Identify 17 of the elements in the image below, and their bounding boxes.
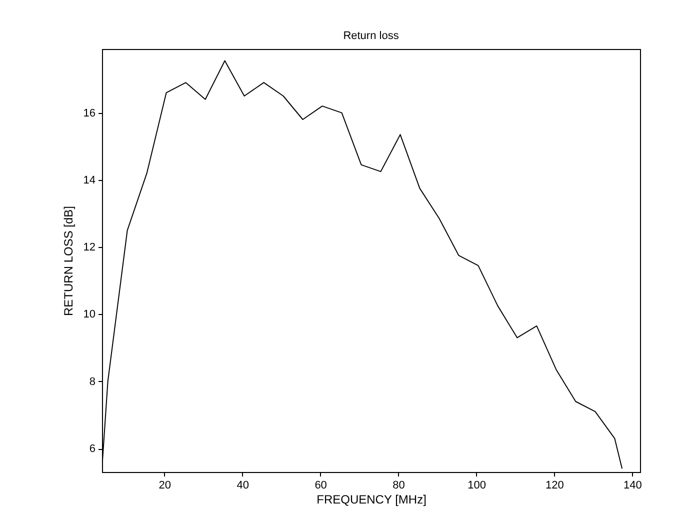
y-tick-label: 12 xyxy=(83,242,96,254)
line-series xyxy=(102,60,623,470)
x-tick-label: 120 xyxy=(546,480,564,492)
y-tick-label: 16 xyxy=(83,107,96,120)
y-tick-label: 8 xyxy=(89,376,96,388)
x-axis-title: FREQUENCY [MHz] xyxy=(316,492,426,506)
x-tick-label: 100 xyxy=(468,480,486,492)
y-tick-label: 6 xyxy=(89,443,96,455)
x-tick-label: 40 xyxy=(236,480,249,492)
y-tick-label: 10 xyxy=(83,308,96,321)
chart-title: Return loss xyxy=(343,30,400,42)
x-tick-label: 60 xyxy=(314,480,327,492)
x-tick-label: 20 xyxy=(158,480,171,492)
y-axis-title: RETURN LOSS [dB] xyxy=(61,206,76,316)
x-tick-label: 140 xyxy=(624,480,642,492)
y-tick-label: 14 xyxy=(83,174,96,186)
x-tick-label: 80 xyxy=(392,480,405,492)
